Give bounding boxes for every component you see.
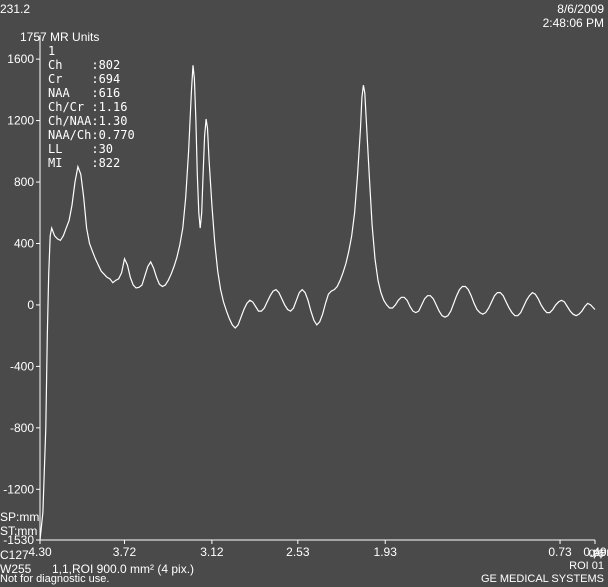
footer-c: C127 (0, 548, 29, 562)
svg-text:-400: -400 (10, 359, 34, 373)
svg-text:-1200: -1200 (3, 482, 34, 496)
footer-roi: ROI 01 (569, 560, 604, 572)
y-title: 1757 MR Units (20, 30, 99, 44)
mr-spectroscopy-screen: { "header": { "tl": "231.2", "tr_date": … (0, 0, 608, 587)
svg-text:800: 800 (14, 175, 34, 189)
metabolite-table: 1 Ch :802 Cr :694 NAA :616 Ch/Cr :1.16 C… (48, 44, 135, 170)
svg-text:1.93: 1.93 (374, 545, 398, 559)
svg-text:-800: -800 (10, 421, 34, 435)
header-date: 8/6/2009 (557, 2, 604, 16)
svg-text:4.30: 4.30 (28, 545, 52, 559)
svg-text:0: 0 (27, 298, 34, 312)
svg-text:1200: 1200 (7, 114, 34, 128)
svg-text:0.73: 0.73 (548, 545, 572, 559)
svg-text:3.12: 3.12 (200, 545, 224, 559)
svg-text:1600: 1600 (7, 52, 34, 66)
header-tl: 231.2 (0, 2, 30, 16)
footer-brand: GE MEDICAL SYSTEMS (481, 573, 604, 585)
footer-notfor: Not for diagnostic use. (0, 573, 109, 585)
svg-text:400: 400 (14, 236, 34, 250)
svg-text:2.53: 2.53 (286, 545, 310, 559)
header-time: 2:48:06 PM (543, 16, 604, 30)
svg-text:3.72: 3.72 (113, 545, 137, 559)
footer-st: ST:mm (0, 524, 37, 538)
footer-roi-prev: 0/6 (589, 548, 604, 560)
footer-sp: SP:mm (0, 510, 39, 524)
